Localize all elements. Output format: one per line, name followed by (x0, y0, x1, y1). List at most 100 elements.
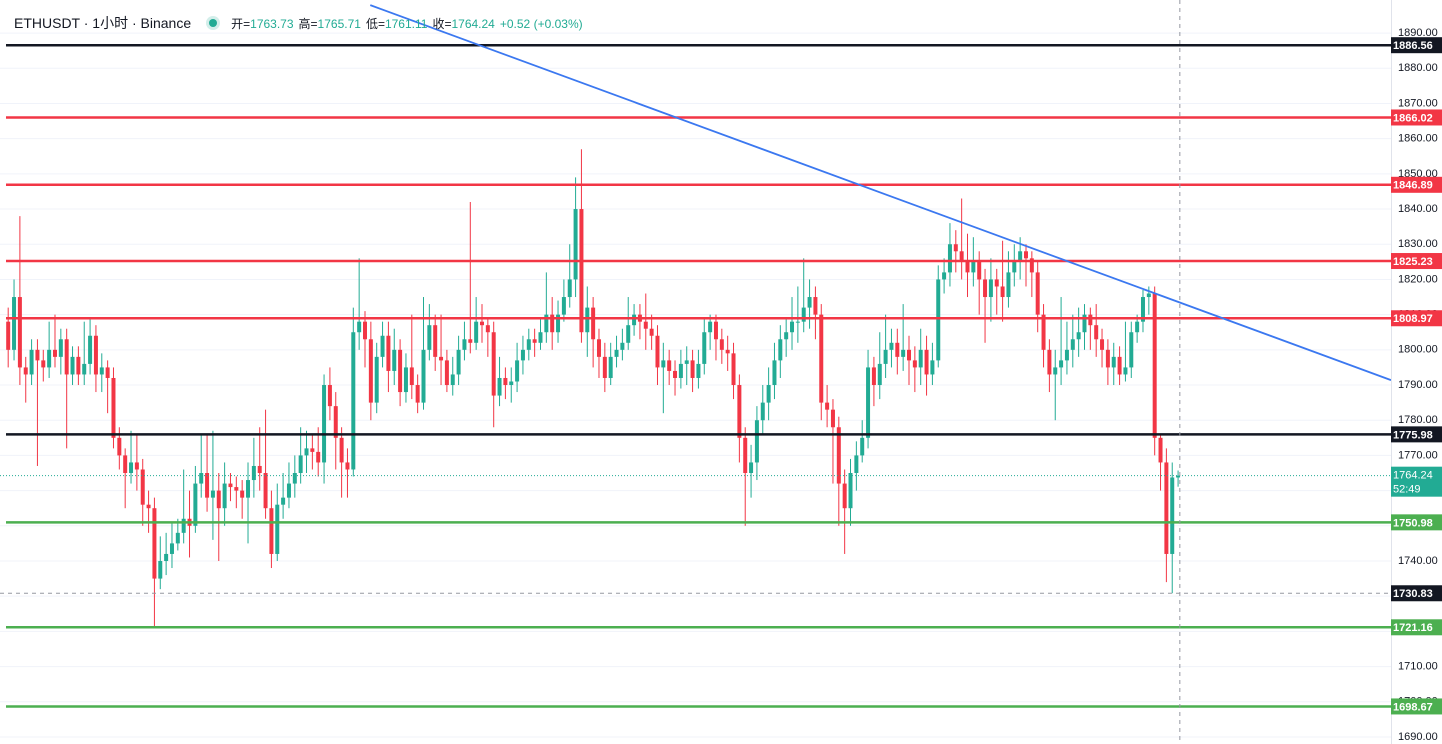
candle-body (509, 381, 514, 386)
candle-body (538, 332, 543, 343)
level-label: 1866.02 (1393, 112, 1433, 124)
candle-body (152, 508, 157, 579)
ohlc-value: 1761.11 (384, 16, 428, 31)
symbol-title[interactable]: ETHUSDT · 1小时 · Binance (14, 15, 192, 31)
candle-body (111, 377, 116, 438)
y-tick-label: 1830.00 (1398, 238, 1438, 250)
candle-body (936, 279, 941, 361)
ohlc-item: 低=1761.11 (366, 17, 428, 31)
candle-body (813, 297, 818, 315)
candle-body (807, 297, 812, 308)
candle-body (713, 321, 718, 340)
candle-body (725, 349, 730, 354)
candle-body (912, 360, 917, 368)
candle-body (526, 339, 531, 350)
candle-body (304, 448, 309, 456)
candle-body (994, 279, 999, 287)
candle-body (322, 385, 327, 463)
candle-body (415, 385, 420, 403)
candle-body (1105, 349, 1110, 368)
candle-body (643, 321, 648, 329)
candle-body (58, 339, 63, 357)
candle-body (550, 314, 555, 333)
candle-body (1164, 462, 1169, 554)
level-label-box (1391, 253, 1442, 270)
last-price-label: 1764.24 (1393, 470, 1433, 482)
candle-body (474, 321, 479, 343)
candle-body (1029, 258, 1034, 273)
candle-body (573, 209, 578, 280)
candle-body (1129, 332, 1134, 368)
candle-body (47, 349, 52, 368)
level-label-box (1391, 310, 1442, 327)
candle-body (479, 321, 484, 326)
candle-body (105, 367, 110, 378)
candle-body (1012, 261, 1017, 273)
candle-body (673, 370, 678, 378)
candle-body (427, 325, 432, 350)
candle-body (1082, 314, 1087, 333)
candle-body (333, 406, 338, 438)
candle-body (216, 490, 221, 509)
legend-header: ETHUSDT · 1小时 · Binance 开=1763.73 高=1765.… (14, 13, 588, 33)
candle-body (1117, 356, 1122, 375)
candle-body (444, 360, 449, 386)
candle-body (374, 356, 379, 403)
candle-body (345, 462, 350, 470)
candle-body (591, 307, 596, 340)
candle-body (41, 360, 46, 368)
candle-body (158, 560, 163, 579)
y-tick-label: 1710.00 (1398, 660, 1438, 672)
candle-body (433, 325, 438, 357)
candle-body (883, 349, 888, 364)
candle-body (1076, 332, 1081, 340)
y-tick-label: 1860.00 (1398, 133, 1438, 145)
candle-body (1041, 314, 1046, 350)
change-percent: (+0.03%) (533, 16, 583, 31)
candle-body (1064, 349, 1069, 361)
candle-body (930, 360, 935, 375)
candle-body (1111, 356, 1116, 368)
candle-body (117, 437, 122, 456)
candle-body (760, 402, 765, 421)
candle-body (608, 356, 613, 378)
candle-body (819, 314, 824, 403)
candle-body (585, 307, 590, 333)
candle-body (567, 279, 572, 298)
y-tick-label: 1740.00 (1398, 555, 1438, 567)
candle-body (1140, 297, 1145, 322)
candle-body (246, 480, 251, 498)
y-tick-label: 1780.00 (1398, 414, 1438, 426)
candle-body (199, 473, 204, 484)
candle-body (895, 342, 900, 357)
candle-body (836, 427, 841, 484)
candle-body (790, 321, 795, 333)
candle-body (169, 543, 174, 554)
candle-body (678, 363, 683, 378)
candle-body (1059, 360, 1064, 368)
candle-body (380, 335, 385, 357)
ohlc-item: 高=1765.71 (299, 17, 361, 31)
candle-body (830, 409, 835, 428)
candle-body (234, 487, 239, 491)
candle-body (398, 349, 403, 393)
candle-body (702, 332, 707, 364)
candle-body (515, 360, 520, 382)
last-price-box (1391, 466, 1442, 497)
candle-body (222, 483, 227, 509)
level-label-box (1391, 37, 1442, 54)
change-value: +0.52 (499, 16, 531, 31)
candle-body (520, 349, 525, 361)
candle-body (825, 402, 830, 410)
candle-body (468, 339, 473, 343)
candle-body (532, 339, 537, 343)
candle-body (123, 455, 128, 474)
trend-line (369, 4, 1392, 381)
level-label: 1721.16 (1393, 622, 1433, 634)
candle-body (286, 483, 291, 498)
countdown-label: 52:49 (1393, 484, 1421, 496)
candle-body (210, 490, 215, 498)
candle-body (907, 349, 912, 361)
candle-body (1158, 437, 1163, 463)
